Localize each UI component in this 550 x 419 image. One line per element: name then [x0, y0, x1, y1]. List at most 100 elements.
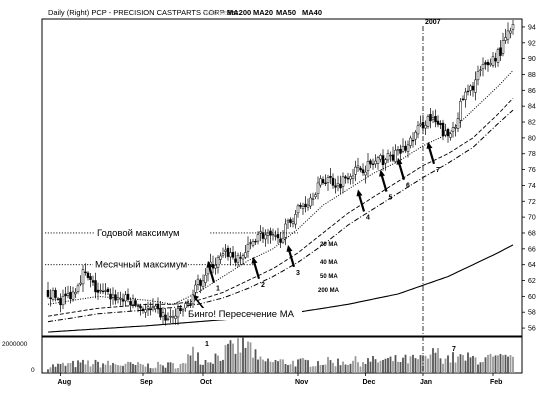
price-tick-label: 76 [528, 167, 536, 174]
volume-bar [122, 365, 124, 373]
price-candle [166, 318, 170, 320]
volume-bar [182, 363, 184, 373]
volume-bar [184, 363, 187, 373]
price-candle [159, 307, 162, 318]
yearly-high-label-bg [95, 226, 210, 238]
volume-bar [147, 363, 149, 373]
price-candle [141, 308, 145, 312]
price-candle [346, 177, 350, 180]
signal-arrow-shaft [357, 194, 366, 212]
signal-arrow-shaft [380, 174, 388, 192]
volume-bar [127, 361, 129, 373]
volume-bar [204, 359, 207, 373]
volume-bar [447, 355, 449, 373]
price-candle [109, 293, 112, 300]
price-candle [504, 37, 507, 41]
crossover-arrow-head [193, 294, 199, 301]
volume-bar [434, 352, 437, 373]
volume-bar [347, 364, 349, 373]
volume-bar [439, 358, 442, 373]
price-candle [381, 155, 385, 166]
price-candle [461, 98, 465, 100]
volume-bar [244, 347, 247, 373]
volume-bar [307, 360, 309, 373]
price-candle [51, 290, 55, 301]
price-candle [154, 305, 157, 310]
volume-bar [242, 337, 244, 373]
price-candle [201, 280, 205, 287]
ma40-legend: MA40 [302, 8, 322, 17]
price-candle [274, 235, 277, 237]
price-tick-label: 90 [528, 56, 536, 63]
volume-bar [464, 360, 467, 373]
volume-bar [84, 364, 87, 373]
signal-arrow-shaft [252, 261, 261, 280]
volume-bar [167, 362, 169, 373]
price-candle [476, 71, 480, 81]
price-candle [266, 232, 270, 236]
volume-bar [489, 353, 492, 373]
volume-bar [269, 361, 272, 373]
price-candle [354, 166, 357, 175]
price-tick-label: 86 [528, 88, 536, 95]
volume-bar [277, 361, 279, 373]
price-candle [111, 294, 115, 298]
volume-bar [357, 362, 359, 373]
price-candle [294, 214, 297, 225]
price-candle [489, 63, 492, 66]
price-candle [281, 237, 285, 243]
volume-bar [124, 363, 127, 373]
price-candle [374, 160, 377, 165]
volume-bar [459, 354, 462, 373]
volume-bar [79, 362, 82, 373]
volume-bar [309, 366, 312, 373]
price-tick-label: 58 [528, 310, 536, 317]
volume-bar [169, 362, 172, 373]
volume-bar [352, 360, 354, 373]
volume-bar [62, 362, 64, 373]
ma200-legend: MA200 [227, 8, 251, 17]
price-candle [311, 198, 315, 200]
volume-bar [397, 361, 399, 373]
price-candle [349, 176, 352, 180]
price-candle [69, 291, 72, 300]
signal-arrow-head [286, 244, 293, 252]
price-candle [74, 292, 77, 295]
volume-bar [149, 368, 152, 373]
price-candle [76, 285, 80, 292]
volume-bar [257, 359, 259, 373]
price-candle [446, 129, 450, 137]
price-candle [94, 280, 97, 293]
price-candle [486, 61, 490, 66]
date-tick-label: Oct [200, 379, 212, 386]
volume-bar [407, 363, 409, 373]
price-candle [469, 85, 472, 91]
volume-bar [424, 355, 427, 373]
price-candle [429, 114, 432, 122]
price-candle [501, 40, 505, 54]
volume-bar [262, 359, 264, 373]
volume-bar [99, 367, 102, 373]
price-candle [156, 303, 160, 309]
volume-bar [284, 364, 287, 373]
volume-bar [132, 363, 134, 373]
price-candle [204, 274, 207, 283]
volume-bar [409, 356, 412, 373]
volume-bar [449, 362, 452, 373]
volume-bar [112, 362, 114, 373]
price-candle [366, 161, 370, 171]
price-candle [371, 163, 375, 165]
price-candle [314, 194, 317, 197]
volume-bar [437, 348, 439, 373]
price-axis: 56 58 60 62 64 66 68 70 72 74 76 78 80 82 84 86 88 90 92 94 [522, 24, 536, 333]
price-candle [96, 289, 100, 293]
price-candle [219, 255, 222, 260]
price-candle [101, 290, 105, 293]
volume-bar [174, 368, 177, 373]
price-candle [229, 252, 232, 258]
price-candle [401, 145, 405, 152]
price-candle [249, 242, 252, 244]
price-candle [64, 293, 67, 297]
